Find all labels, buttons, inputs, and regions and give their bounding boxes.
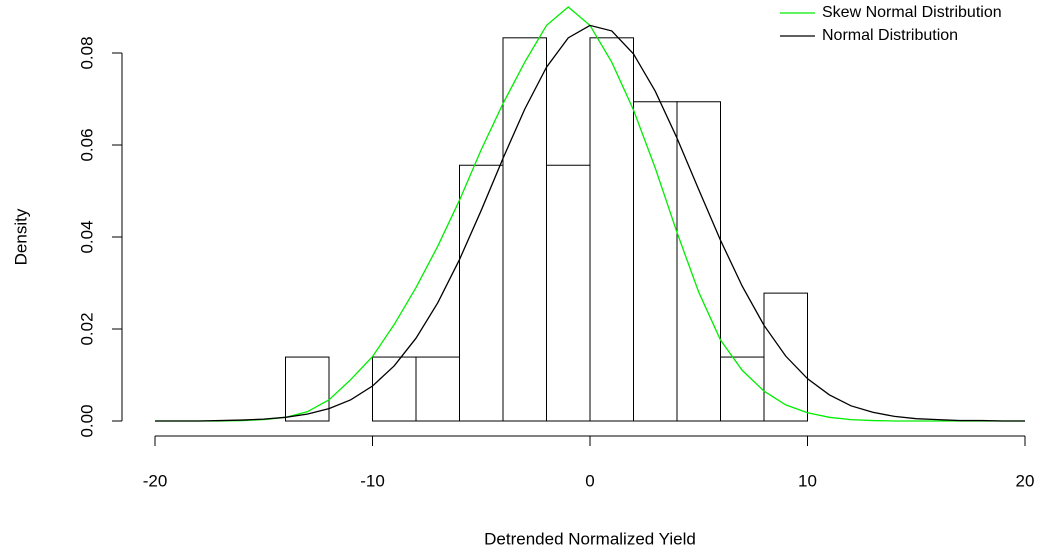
y-tick-label: 0.00 — [77, 404, 96, 437]
x-tick-label: 10 — [798, 471, 817, 490]
x-tick-label: -20 — [143, 471, 168, 490]
legend-label: Normal Distribution — [822, 27, 958, 44]
histogram-bar — [415, 356, 460, 422]
histogram-bar — [372, 356, 417, 422]
density-curve — [155, 24, 1025, 422]
histogram-bar — [676, 101, 721, 422]
y-tick-label: 0.02 — [77, 312, 96, 345]
legend-label: Skew Normal Distribution — [822, 4, 1002, 21]
x-axis-title: Detrended Normalized Yield — [484, 529, 696, 548]
histogram-bar — [546, 164, 591, 422]
histogram-bar — [589, 37, 634, 422]
x-tick-label: -10 — [360, 471, 385, 490]
histogram-bar — [633, 101, 678, 422]
histogram-bar — [459, 164, 504, 422]
y-tick-label: 0.06 — [77, 128, 96, 161]
y-axis-title: Density — [11, 208, 30, 265]
x-tick-label: 20 — [1016, 471, 1035, 490]
histogram-bar — [502, 37, 547, 422]
y-tick-label: 0.08 — [77, 36, 96, 69]
histogram-bar — [720, 356, 765, 422]
x-tick-label: 0 — [585, 471, 594, 490]
y-tick-label: 0.04 — [77, 220, 96, 253]
